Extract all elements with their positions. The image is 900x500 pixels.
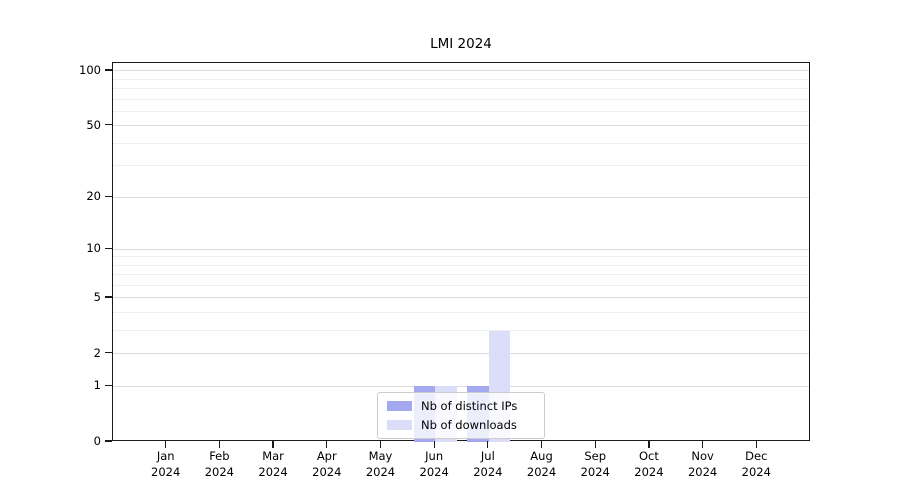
x-tick-label: Apr 2024 — [312, 449, 342, 479]
plot-area: Nb of distinct IPs Nb of downloads — [112, 62, 810, 442]
x-tick — [165, 441, 167, 448]
y-tick — [105, 384, 112, 386]
x-tick — [755, 441, 757, 448]
y-grid-minor — [113, 312, 809, 314]
y-grid-minor — [113, 330, 809, 332]
x-tick-label: Sep 2024 — [580, 449, 610, 479]
y-grid-minor — [113, 110, 809, 112]
y-tick-label: 5 — [93, 289, 101, 304]
x-tick — [702, 441, 704, 448]
y-grid-minor — [113, 88, 809, 90]
y-grid-minor — [113, 274, 809, 276]
x-tick — [272, 441, 274, 448]
legend-swatch-downloads — [387, 420, 412, 430]
x-tick-label: Jan 2024 — [151, 449, 181, 479]
x-tick — [540, 441, 543, 448]
y-grid-minor — [113, 78, 809, 80]
y-tick-label: 100 — [79, 62, 101, 77]
y-tick — [105, 296, 112, 298]
y-grid-major — [113, 248, 809, 250]
x-tick — [487, 441, 489, 448]
x-tick — [218, 441, 220, 448]
y-grid-major — [113, 196, 809, 198]
y-tick-label: 50 — [86, 117, 101, 132]
y-grid-major — [113, 297, 809, 299]
y-grid-minor — [113, 142, 809, 144]
y-tick-label: 20 — [86, 189, 101, 204]
x-tick — [326, 441, 328, 448]
y-grid-minor — [113, 256, 809, 258]
x-tick — [433, 441, 435, 448]
x-tick — [379, 441, 382, 448]
y-grid-minor — [113, 98, 809, 100]
y-grid-major — [113, 125, 809, 127]
y-tick — [105, 69, 112, 71]
x-tick-label: Feb 2024 — [204, 449, 235, 479]
y-tick — [105, 124, 112, 126]
y-tick — [105, 352, 112, 354]
x-tick-label: Jun 2024 — [419, 449, 449, 479]
x-tick-label: Mar 2024 — [258, 449, 288, 479]
x-tick-label: Aug 2024 — [526, 449, 557, 479]
y-tick — [105, 440, 112, 442]
x-tick — [594, 441, 596, 448]
x-tick-label: Dec 2024 — [741, 449, 771, 479]
x-tick — [648, 441, 650, 448]
x-tick-label: Jul 2024 — [473, 449, 503, 479]
legend-item-downloads: Nb of downloads — [387, 418, 535, 432]
y-grid-major — [113, 385, 809, 387]
legend-swatch-distinct-ips — [387, 401, 412, 411]
y-tick-label: 1 — [93, 378, 101, 393]
y-tick-label: 0 — [93, 434, 101, 448]
y-tick-label: 10 — [86, 241, 101, 256]
legend-item-distinct-ips: Nb of distinct IPs — [387, 399, 535, 413]
legend: Nb of distinct IPs Nb of downloads — [377, 392, 545, 439]
x-tick-label: May 2024 — [365, 449, 396, 479]
chart-title: LMI 2024 — [430, 36, 492, 52]
y-tick — [105, 195, 112, 197]
y-grid-minor — [113, 264, 809, 266]
y-grid-minor — [113, 285, 809, 287]
y-grid-minor — [113, 165, 809, 167]
x-tick-label: Nov 2024 — [687, 449, 718, 479]
y-grid-major — [113, 70, 809, 72]
x-tick-label: Oct 2024 — [634, 449, 664, 479]
y-tick-label: 2 — [93, 345, 101, 360]
legend-label-downloads: Nb of downloads — [421, 418, 517, 432]
y-grid-major — [113, 353, 809, 355]
legend-label-distinct-ips: Nb of distinct IPs — [421, 399, 518, 413]
y-tick — [105, 247, 112, 249]
